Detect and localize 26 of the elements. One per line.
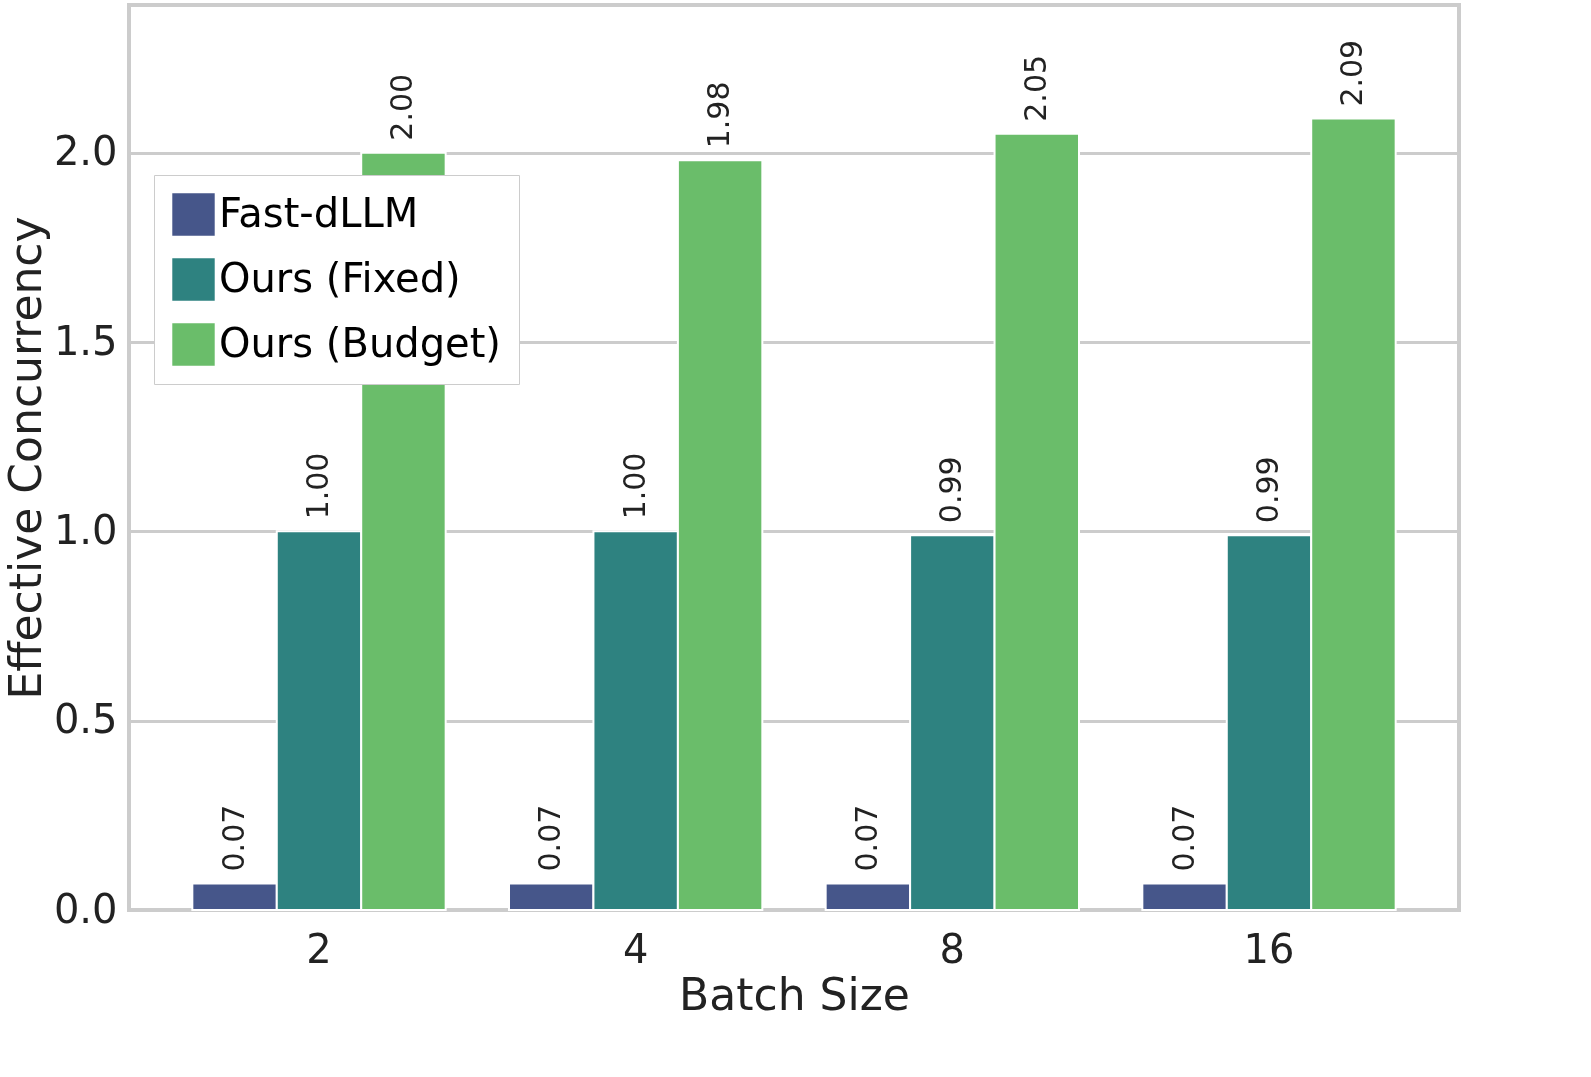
- y-axis-title: Effective Concurrency: [0, 216, 51, 700]
- x-axis-title: Batch Size: [679, 968, 910, 1020]
- data-label: 0.99: [1250, 456, 1285, 524]
- y-tick-label: 0.0: [53, 885, 118, 932]
- legend-label: Fast-dLLM: [219, 189, 419, 236]
- data-label: 1.98: [701, 81, 737, 149]
- legend-label: Ours (Fixed): [219, 254, 461, 301]
- data-label: 2.05: [1017, 54, 1053, 122]
- x-tick-label: 2: [306, 925, 332, 972]
- y-tick-label: 1.0: [53, 506, 118, 553]
- data-label: 1.00: [616, 452, 652, 520]
- data-label: 0.07: [1165, 804, 1201, 872]
- x-tick-label: 16: [1243, 925, 1295, 972]
- x-tick-label: 4: [622, 925, 649, 972]
- y-tick-label: 1.5: [53, 317, 118, 364]
- data-label: 0.07: [215, 804, 251, 872]
- data-label: 0.99: [933, 456, 969, 524]
- y-tick-label: 2.0: [53, 128, 118, 175]
- data-label: 0.07: [848, 804, 884, 872]
- data-label: 2.00: [384, 73, 420, 141]
- data-label: 1.00: [300, 452, 335, 520]
- data-label: 2.09: [1334, 39, 1370, 107]
- data-label: 0.07: [532, 804, 568, 872]
- x-tick-label: 8: [939, 925, 966, 972]
- legend-label: Ours (Budget): [219, 319, 501, 366]
- y-tick-label: 0.5: [53, 696, 118, 743]
